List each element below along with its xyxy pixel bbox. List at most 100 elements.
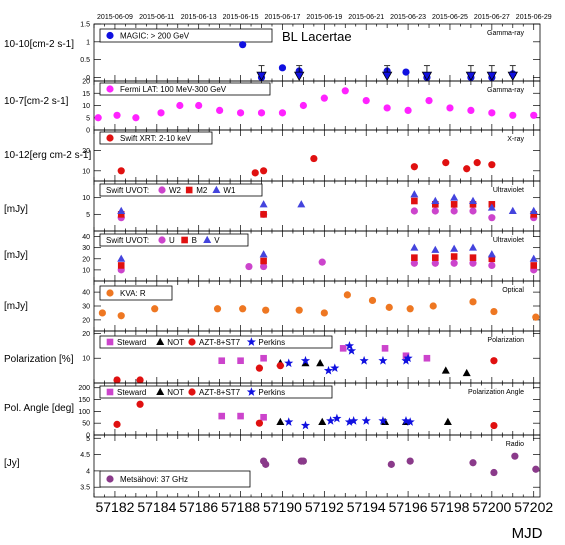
y-tick-label: 50 <box>82 421 90 428</box>
data-point <box>431 196 440 204</box>
y-axis-label: 10-10[cm-2 s-1] <box>4 39 74 50</box>
y-tick-label: 1.5 <box>80 22 90 29</box>
data-point <box>488 109 496 117</box>
data-point <box>507 71 518 81</box>
legend-entry: KVA: R <box>120 289 146 298</box>
data-point <box>117 312 125 320</box>
data-point <box>469 254 477 261</box>
data-point <box>450 259 458 267</box>
y-tick-label: 20 <box>82 317 90 324</box>
data-point <box>259 250 268 258</box>
data-point <box>218 412 226 420</box>
data-point <box>157 109 165 117</box>
data-point <box>529 206 538 214</box>
data-point <box>446 104 454 112</box>
data-point <box>216 106 224 114</box>
y-tick-label: 0 <box>86 75 90 82</box>
x-tick-label: 57186 <box>179 499 218 515</box>
y-tick-label: 40 <box>82 234 90 241</box>
data-point <box>509 111 517 119</box>
data-point <box>529 254 538 262</box>
y-tick-label: 40 <box>82 290 90 297</box>
legend-marker <box>158 236 166 244</box>
y-axis-label: 10-7[cm-2 s-1] <box>4 96 69 107</box>
legend-entry: B <box>192 236 197 245</box>
x-tick-label: 57182 <box>95 499 134 515</box>
band-label: Ultraviolet <box>493 187 524 194</box>
data-point <box>402 352 410 360</box>
legend-entry: Perkins <box>258 388 285 397</box>
data-point <box>344 341 355 350</box>
y-axis-label: [mJy] <box>4 250 28 261</box>
x-tick-label: 57202 <box>514 499 553 515</box>
data-point <box>256 71 267 81</box>
data-point <box>431 207 439 215</box>
data-point <box>468 196 477 204</box>
y-tick-label: 20 <box>82 148 90 155</box>
data-point <box>276 362 284 370</box>
data-point <box>294 71 305 81</box>
legend-box <box>99 82 271 96</box>
data-point <box>511 452 519 460</box>
legend-marker <box>246 337 256 346</box>
x-tick-label: 57190 <box>263 499 302 515</box>
data-point <box>406 457 414 465</box>
data-point <box>403 353 413 363</box>
data-point <box>343 291 351 299</box>
data-point <box>410 243 419 251</box>
data-point <box>488 255 496 263</box>
y-tick-label: 20 <box>82 256 90 263</box>
data-point <box>113 420 121 428</box>
legend-entry: Swift XRT: 2-10 keV <box>120 134 192 143</box>
y-axis-label: Pol. Angle [deg] <box>4 403 74 414</box>
data-point <box>450 244 459 252</box>
band-label: Gamma-ray <box>487 30 524 37</box>
data-point <box>463 165 471 173</box>
data-point <box>530 211 538 218</box>
data-point <box>410 190 419 198</box>
data-point <box>299 101 307 110</box>
legend-marker <box>181 236 188 244</box>
data-point <box>300 420 311 430</box>
legend-marker <box>106 388 114 396</box>
band-label: Polarization Angle <box>468 389 524 396</box>
y-tick-label: 10 <box>82 267 90 274</box>
data-point <box>316 358 325 367</box>
data-point <box>425 97 433 105</box>
data-point <box>262 460 270 468</box>
data-point <box>443 417 452 425</box>
legend-prefix: Swift UVOT: <box>106 186 149 195</box>
data-point <box>136 376 144 384</box>
data-point <box>299 457 307 465</box>
data-point <box>320 309 328 317</box>
panel-gamma-he <box>93 80 541 131</box>
data-point <box>255 419 264 427</box>
data-point <box>421 71 433 81</box>
y-tick-label: 3.5 <box>80 485 90 492</box>
data-point <box>467 106 475 114</box>
y-tick-label: 0 <box>86 433 90 440</box>
y-tick-label: 200 <box>78 385 90 392</box>
y-tick-label: 4.5 <box>80 452 90 459</box>
data-point <box>117 167 125 175</box>
legend-marker <box>156 387 165 395</box>
x-tick-label: 57192 <box>305 499 344 515</box>
legend-entry: Perkins <box>258 338 285 347</box>
y-tick-label: 5 <box>86 115 90 122</box>
band-label: Ultraviolet <box>493 237 524 244</box>
data-point <box>339 345 347 352</box>
y-tick-label: 20 <box>82 79 90 86</box>
data-point <box>442 159 450 167</box>
data-point <box>117 211 125 218</box>
legend-box <box>99 28 273 43</box>
date-tick-label: 2015-06-11 <box>139 14 174 21</box>
data-point <box>423 354 431 362</box>
date-tick-label: 2015-06-13 <box>181 14 217 21</box>
data-point <box>195 101 203 110</box>
data-point <box>490 357 498 365</box>
legend-box <box>99 183 263 197</box>
data-point <box>318 417 327 425</box>
y-tick-label: 5 <box>86 212 90 219</box>
